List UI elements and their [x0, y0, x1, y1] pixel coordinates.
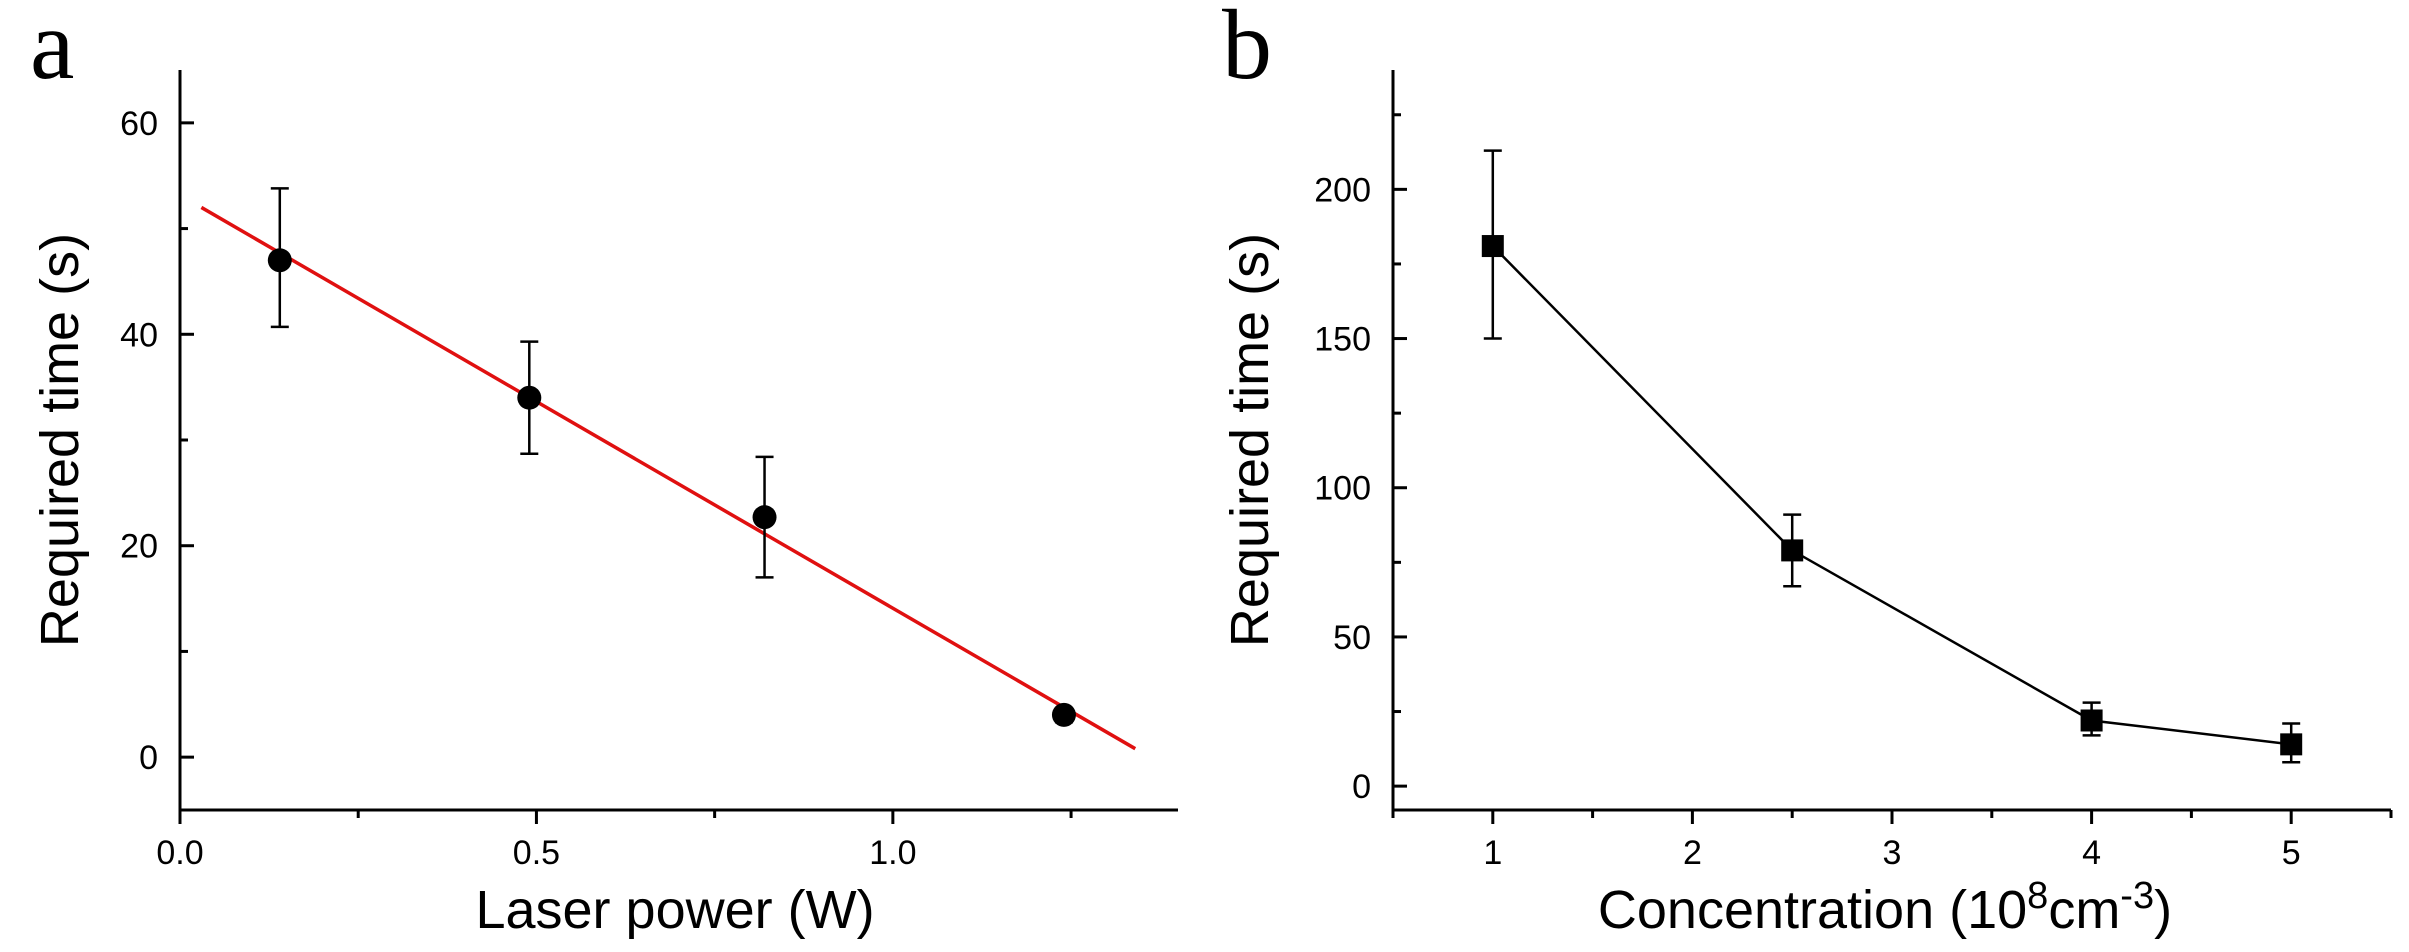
panel-a-y-axis-title: Required time (s) [30, 233, 90, 647]
panel-a-x-tick-label: 1.0 [869, 834, 916, 872]
panel-b-data-point [1481, 235, 1504, 258]
panel-b-x-tick-label: 1 [1483, 834, 1502, 872]
panel-b-x-tick-label: 3 [1883, 834, 1902, 872]
panel-a-data-point [752, 505, 777, 530]
panel-a-y-tick-label: 40 [120, 316, 158, 354]
panel-b-x-axis-title-middle: cm [2048, 880, 2120, 940]
panel-b-series-line [1491, 245, 2292, 746]
panel-a-x-tick-label: 0.5 [513, 834, 560, 872]
panel-a-data-point [267, 248, 292, 273]
panel-b-x-axis-title-superscript-2: -3 [2120, 875, 2154, 917]
panel-b-y-tick-label: 50 [1333, 619, 1371, 657]
panel-b-x-axis-title-start: Concentration (10 [1598, 880, 2027, 940]
panel-a-chart: 0.0 0.5 1.0 0 20 40 60 [120, 70, 1178, 872]
panel-b-y-axis-title: Required time (s) [1220, 233, 1280, 647]
panel-b-data-point [2280, 733, 2303, 756]
panel-b-data-point [1781, 539, 1804, 562]
panel-a-y-tick-label: 0 [139, 739, 158, 777]
panel-a-y-tick-label: 20 [120, 528, 158, 566]
panel-a-data-point [1051, 702, 1076, 727]
panel-a-y-tick-label: 60 [120, 105, 158, 143]
panel-b-x-tick-label: 5 [2282, 834, 2301, 872]
panel-b-y-tick-label: 150 [1314, 321, 1371, 359]
panel-b-x-tick-label: 2 [1683, 834, 1702, 872]
panel-a-x-axis-title: Laser power (W) [475, 880, 874, 940]
panel-b-x-axis-title-end: ) [2154, 880, 2172, 940]
panel-b-y-tick-label: 0 [1352, 768, 1371, 806]
panel-a-label: a [30, 0, 74, 100]
panel-a-data-point [517, 385, 542, 410]
panel-b-x-axis-title-superscript-1: 8 [2027, 875, 2048, 917]
panel-b-label: b [1222, 0, 1272, 100]
panel-b-y-tick-label: 100 [1314, 470, 1371, 508]
panel-a-fit-line [200, 205, 1137, 751]
panel-a-x-tick-label: 0.0 [156, 834, 203, 872]
panel-b-x-tick-label: 4 [2082, 834, 2101, 872]
panel-b-x-axis-title: Concentration (108cm-3) [1598, 875, 2172, 940]
panel-b-y-tick-label: 200 [1314, 171, 1371, 209]
panel-b-data-point [2080, 709, 2103, 732]
